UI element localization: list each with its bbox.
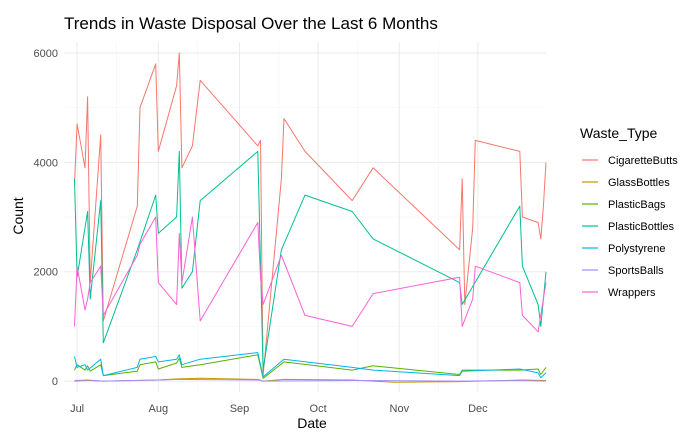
legend: Waste_Type CigaretteButts GlassBottles Pla… bbox=[580, 125, 678, 299]
series-lines bbox=[74, 52, 547, 383]
legend-label: SportsBalls bbox=[608, 265, 664, 277]
series-line-wrappers bbox=[74, 216, 547, 333]
legend-item-polystyrene: Polystyrene bbox=[582, 243, 665, 255]
legend-title: Waste_Type bbox=[580, 125, 658, 141]
legend-item-glassbottles: GlassBottles bbox=[582, 177, 670, 189]
legend-label: PlasticBottles bbox=[608, 221, 675, 233]
x-tick-label: Aug bbox=[149, 403, 169, 415]
x-tick-label: Oct bbox=[310, 403, 327, 415]
legend-label: Polystyrene bbox=[608, 243, 665, 255]
legend-label: Wrappers bbox=[608, 287, 656, 299]
x-tick-label: Dec bbox=[468, 403, 488, 415]
series-line-polystyrene bbox=[74, 352, 547, 379]
series-line-plasticbottles bbox=[74, 150, 547, 371]
legend-label: CigaretteButts bbox=[608, 155, 678, 167]
x-tick-label: Sep bbox=[230, 403, 250, 415]
x-axis-ticks: Jul Aug Sep Oct Nov Dec bbox=[70, 403, 488, 415]
x-axis-title: Date bbox=[297, 415, 327, 431]
legend-item-cigarettebutts: CigaretteButts bbox=[582, 155, 678, 167]
legend-item-plasticbags: PlasticBags bbox=[582, 199, 666, 211]
series-line-cigarettebutts bbox=[74, 52, 547, 377]
y-tick-label: 4000 bbox=[34, 157, 58, 169]
legend-label: GlassBottles bbox=[608, 177, 670, 189]
chart-title: Trends in Waste Disposal Over the Last 6… bbox=[64, 14, 438, 33]
y-axis-ticks: 0 2000 4000 6000 bbox=[34, 48, 58, 388]
grid bbox=[64, 42, 546, 392]
legend-item-sportsballs: SportsBalls bbox=[582, 265, 664, 277]
legend-label: PlasticBags bbox=[608, 199, 666, 211]
legend-item-wrappers: Wrappers bbox=[582, 287, 656, 299]
legend-item-plasticbottles: PlasticBottles bbox=[582, 221, 675, 233]
series-line-sportsballs bbox=[74, 378, 547, 382]
x-tick-label: Nov bbox=[390, 403, 410, 415]
series-line-plasticbags bbox=[74, 354, 547, 379]
y-tick-label: 6000 bbox=[34, 48, 58, 60]
y-tick-label: 0 bbox=[52, 376, 58, 388]
y-axis-title: Count bbox=[10, 197, 26, 234]
y-tick-label: 2000 bbox=[34, 267, 58, 279]
x-tick-label: Jul bbox=[70, 403, 84, 415]
